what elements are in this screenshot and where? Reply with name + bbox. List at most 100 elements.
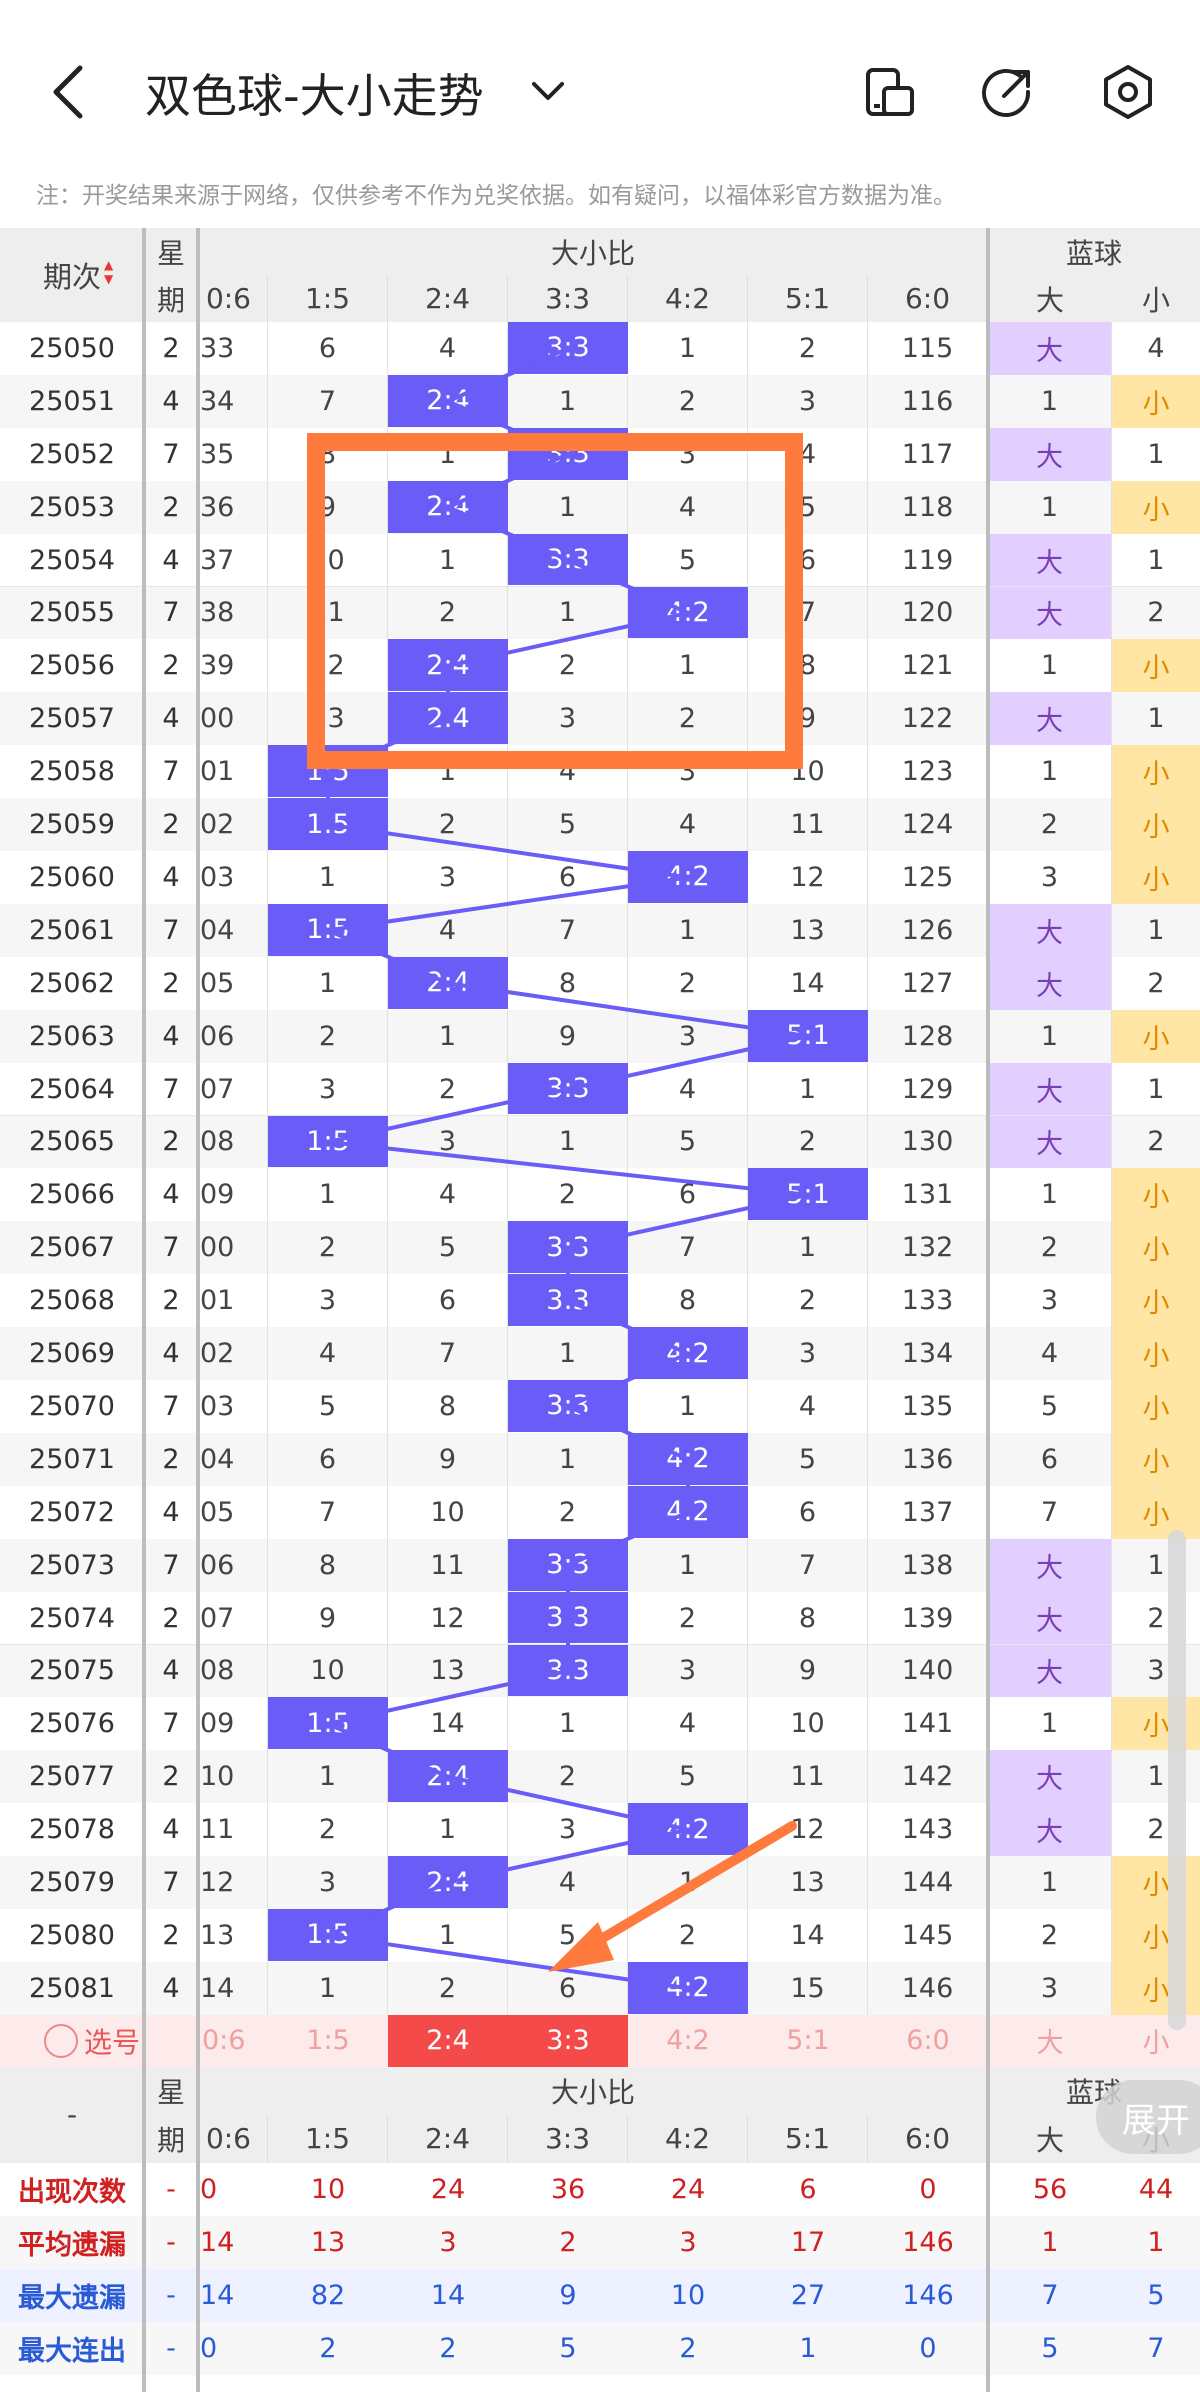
settings-icon[interactable]: [1098, 62, 1158, 122]
stats-blue-value: 1: [1041, 2226, 1059, 2258]
expand-button[interactable]: 展开: [1096, 2080, 1200, 2154]
stats-value: 2: [679, 2332, 697, 2364]
omission-cell: 5: [508, 1909, 628, 1962]
page-title[interactable]: 双色球-大小走势: [145, 69, 484, 123]
stats-value: 9: [559, 2279, 577, 2311]
omission-cell: 9: [388, 1432, 508, 1486]
weekday-header-bottom: 期: [144, 275, 198, 322]
blue-small-cell: 1: [1147, 1549, 1165, 1581]
disclaimer-text: 注：开奖结果来源于网络，仅供参考不作为兑奖依据。如有疑问，以福体彩官方数据为准。: [36, 183, 956, 209]
select-blue-cell[interactable]: 小: [1142, 2028, 1170, 2060]
blue-column-header: 大: [988, 275, 1112, 322]
select-ratio-cell[interactable]: 4:2: [666, 2025, 710, 2057]
omission-cell: 2: [508, 1750, 628, 1804]
omission-cell: 34: [198, 374, 268, 428]
omission-cell: 136: [868, 1432, 988, 1486]
weekday-cell: 4: [162, 544, 180, 576]
period-cell: 25051: [29, 385, 115, 417]
blue-small-cell: 小: [1112, 639, 1200, 693]
select-blue-cell[interactable]: 大: [1036, 2028, 1064, 2060]
omission-cell: 9: [268, 1591, 388, 1645]
blue-big-cell: 大: [988, 903, 1112, 957]
stats-value: 27: [790, 2279, 826, 2311]
period-cell: 25079: [29, 1867, 115, 1899]
blue-small-cell: 小: [1112, 1327, 1200, 1380]
omission-cell: 6: [268, 1432, 388, 1486]
omission-cell: 13: [198, 1909, 268, 1962]
column-divider: [142, 228, 146, 2392]
stats-value: 17: [790, 2226, 826, 2258]
omission-cell: 2: [628, 692, 748, 746]
back-arrow-icon[interactable]: [48, 64, 88, 120]
omission-cell: 3: [508, 692, 628, 746]
stats-blue-value: 7: [1147, 2332, 1165, 2364]
column-divider: [986, 228, 990, 2392]
omission-cell: 01: [198, 745, 268, 799]
omission-cell: 4: [388, 903, 508, 957]
weekday-cell: 7: [162, 1232, 180, 1264]
blue-big-cell: 7: [988, 1485, 1112, 1539]
omission-cell: 8: [628, 1274, 748, 1328]
weekday-cell: 7: [162, 1073, 180, 1105]
period-column-header[interactable]: 期次: [0, 228, 144, 322]
weekday-cell: 4: [162, 1338, 180, 1370]
weekday-cell: 7: [162, 756, 180, 788]
stats-value: 146: [902, 2279, 954, 2311]
blue-small-cell: 小: [1112, 851, 1200, 904]
weekday-cell: 2: [162, 967, 180, 999]
hit-ratio-cell: 3:3: [508, 427, 628, 480]
select-ratio-cell[interactable]: 2:4: [388, 2014, 508, 2067]
scrollbar[interactable]: [1168, 1530, 1186, 2030]
stats-label: 最大遗漏: [18, 2282, 126, 2314]
period-cell: 25065: [29, 1126, 115, 1158]
hit-ratio-cell: 3:3: [508, 533, 628, 586]
omission-cell: 6: [628, 1168, 748, 1222]
omission-cell: 02: [198, 798, 268, 851]
select-ratio-cell[interactable]: 5:1: [786, 2025, 830, 2057]
omission-cell: 5: [748, 1432, 868, 1486]
blue-small-cell: 小: [1112, 1380, 1200, 1433]
omission-cell: 11: [748, 1750, 868, 1804]
select-ratio-cell[interactable]: 6:0: [906, 2025, 950, 2057]
omission-cell: 10: [388, 1485, 508, 1539]
weekday-cell: 2: [162, 1919, 180, 1951]
select-ratio-cell[interactable]: 1:5: [306, 2025, 350, 2057]
select-ratio-cell[interactable]: 0:6: [202, 2025, 246, 2057]
period-cell: 25077: [29, 1761, 115, 1793]
chevron-down-icon[interactable]: [530, 80, 566, 104]
sort-icon[interactable]: ▲▼: [104, 258, 114, 286]
device-icon[interactable]: [862, 64, 918, 120]
share-icon[interactable]: [980, 64, 1036, 120]
hit-ratio-cell: 3:3: [508, 1591, 628, 1644]
omission-cell: 1: [508, 374, 628, 428]
period-cell: 25072: [29, 1496, 115, 1528]
hit-ratio-cell: 5:1: [748, 1168, 868, 1221]
omission-cell: 13: [748, 1856, 868, 1909]
omission-cell: 126: [868, 903, 988, 957]
blue-small-cell: 2: [1147, 1602, 1165, 1634]
omission-cell: 119: [868, 533, 988, 587]
omission-cell: 121: [868, 639, 988, 693]
omission-cell: 137: [868, 1485, 988, 1539]
omission-cell: 8: [268, 427, 388, 481]
hit-ratio-cell: 4:2: [628, 586, 748, 639]
omission-cell: 116: [868, 374, 988, 428]
stats-value: 1: [799, 2332, 817, 2364]
omission-cell: 125: [868, 851, 988, 904]
select-radio-icon[interactable]: [44, 2023, 78, 2058]
weekday-cell: 7: [162, 1708, 180, 1740]
table-row[interactable]: [0, 1697, 1200, 1752]
period-cell: 25075: [29, 1655, 115, 1687]
select-ratio-cell[interactable]: 3:3: [508, 2014, 628, 2067]
stats-blue-value: 44: [1138, 2173, 1174, 2205]
select-label[interactable]: 选号: [84, 2025, 141, 2059]
omission-cell: 3: [748, 374, 868, 428]
hit-ratio-cell: 3:3: [508, 1538, 628, 1591]
hit-ratio-cell: 4:2: [628, 1961, 748, 2014]
omission-cell: 12: [748, 1803, 868, 1857]
omission-cell: 37: [198, 533, 268, 587]
omission-cell: 2: [628, 1591, 748, 1645]
omission-cell: 1: [268, 956, 388, 1010]
stats-value: 14: [430, 2279, 466, 2311]
table-row[interactable]: [0, 374, 1200, 429]
